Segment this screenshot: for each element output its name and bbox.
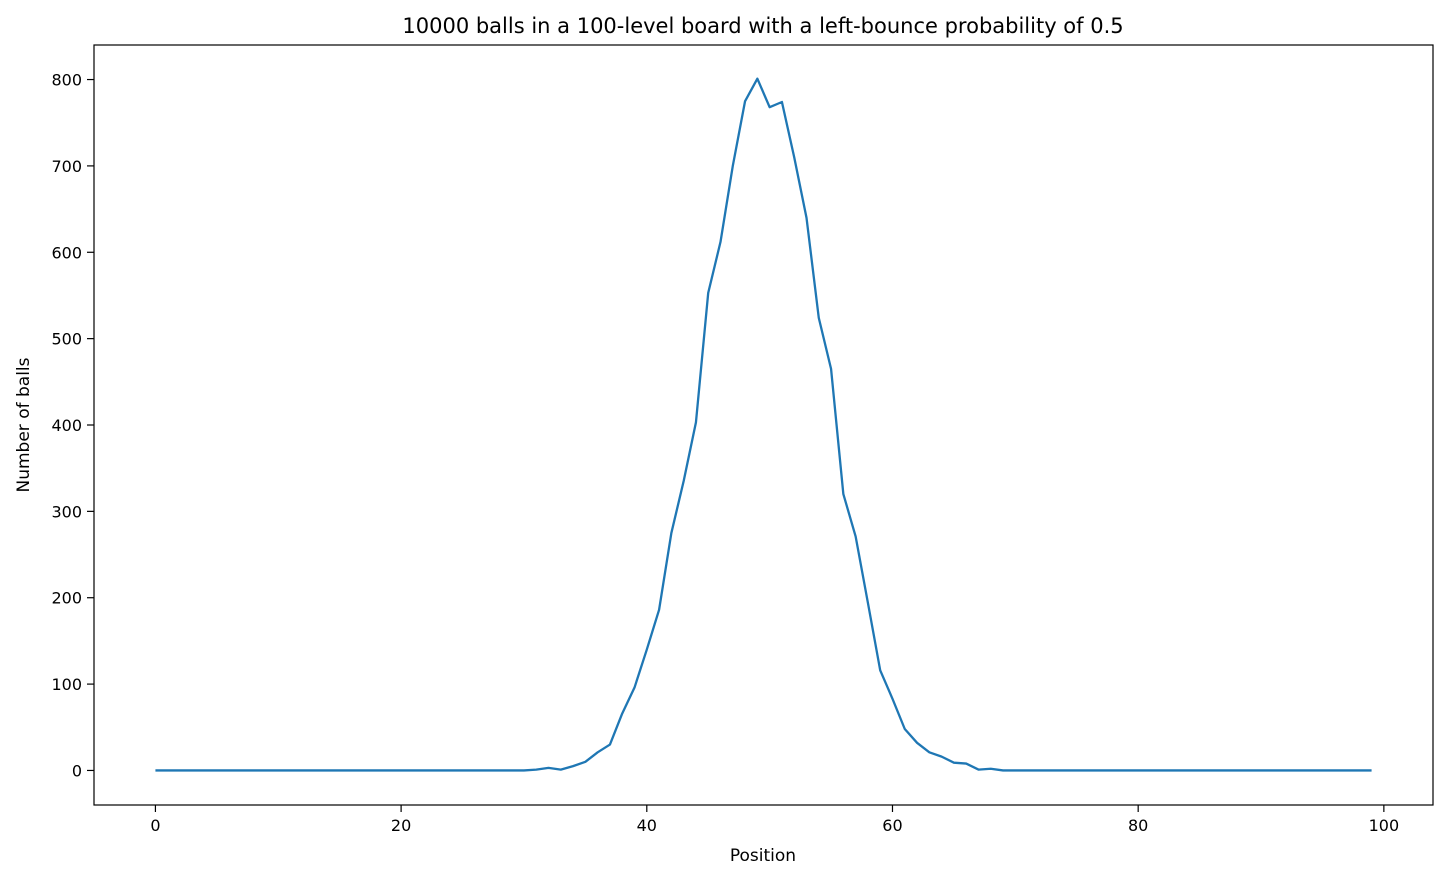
y-tick-label: 300	[51, 502, 82, 521]
x-axis: 0 20 40 60 80 100	[150, 805, 1399, 835]
axes-frame	[93, 44, 1434, 806]
y-tick-label: 400	[51, 416, 82, 435]
plot-area	[155, 77, 1372, 772]
y-tick-label: 100	[51, 675, 82, 694]
x-tick-label: 40	[637, 816, 657, 835]
y-axis: 0 100 200 300 400 500 600 700 800	[51, 71, 94, 780]
x-tick-label: 0	[150, 816, 160, 835]
y-tick-label: 0	[72, 761, 82, 780]
chart-title: 10000 balls in a 100-level board with a …	[402, 14, 1123, 38]
y-tick-label: 700	[51, 157, 82, 176]
x-tick-label: 60	[882, 816, 902, 835]
x-axis-label: Position	[730, 846, 796, 866]
y-axis-label: Number of balls	[14, 357, 34, 492]
x-tick-label: 20	[391, 816, 411, 835]
y-tick-label: 500	[51, 330, 82, 349]
series-line	[155, 77, 1372, 772]
y-tick-label: 200	[51, 589, 82, 608]
y-tick-label: 800	[51, 71, 82, 90]
x-tick-label: 100	[1369, 816, 1400, 835]
x-tick-label: 80	[1128, 816, 1148, 835]
y-tick-label: 600	[51, 243, 82, 262]
